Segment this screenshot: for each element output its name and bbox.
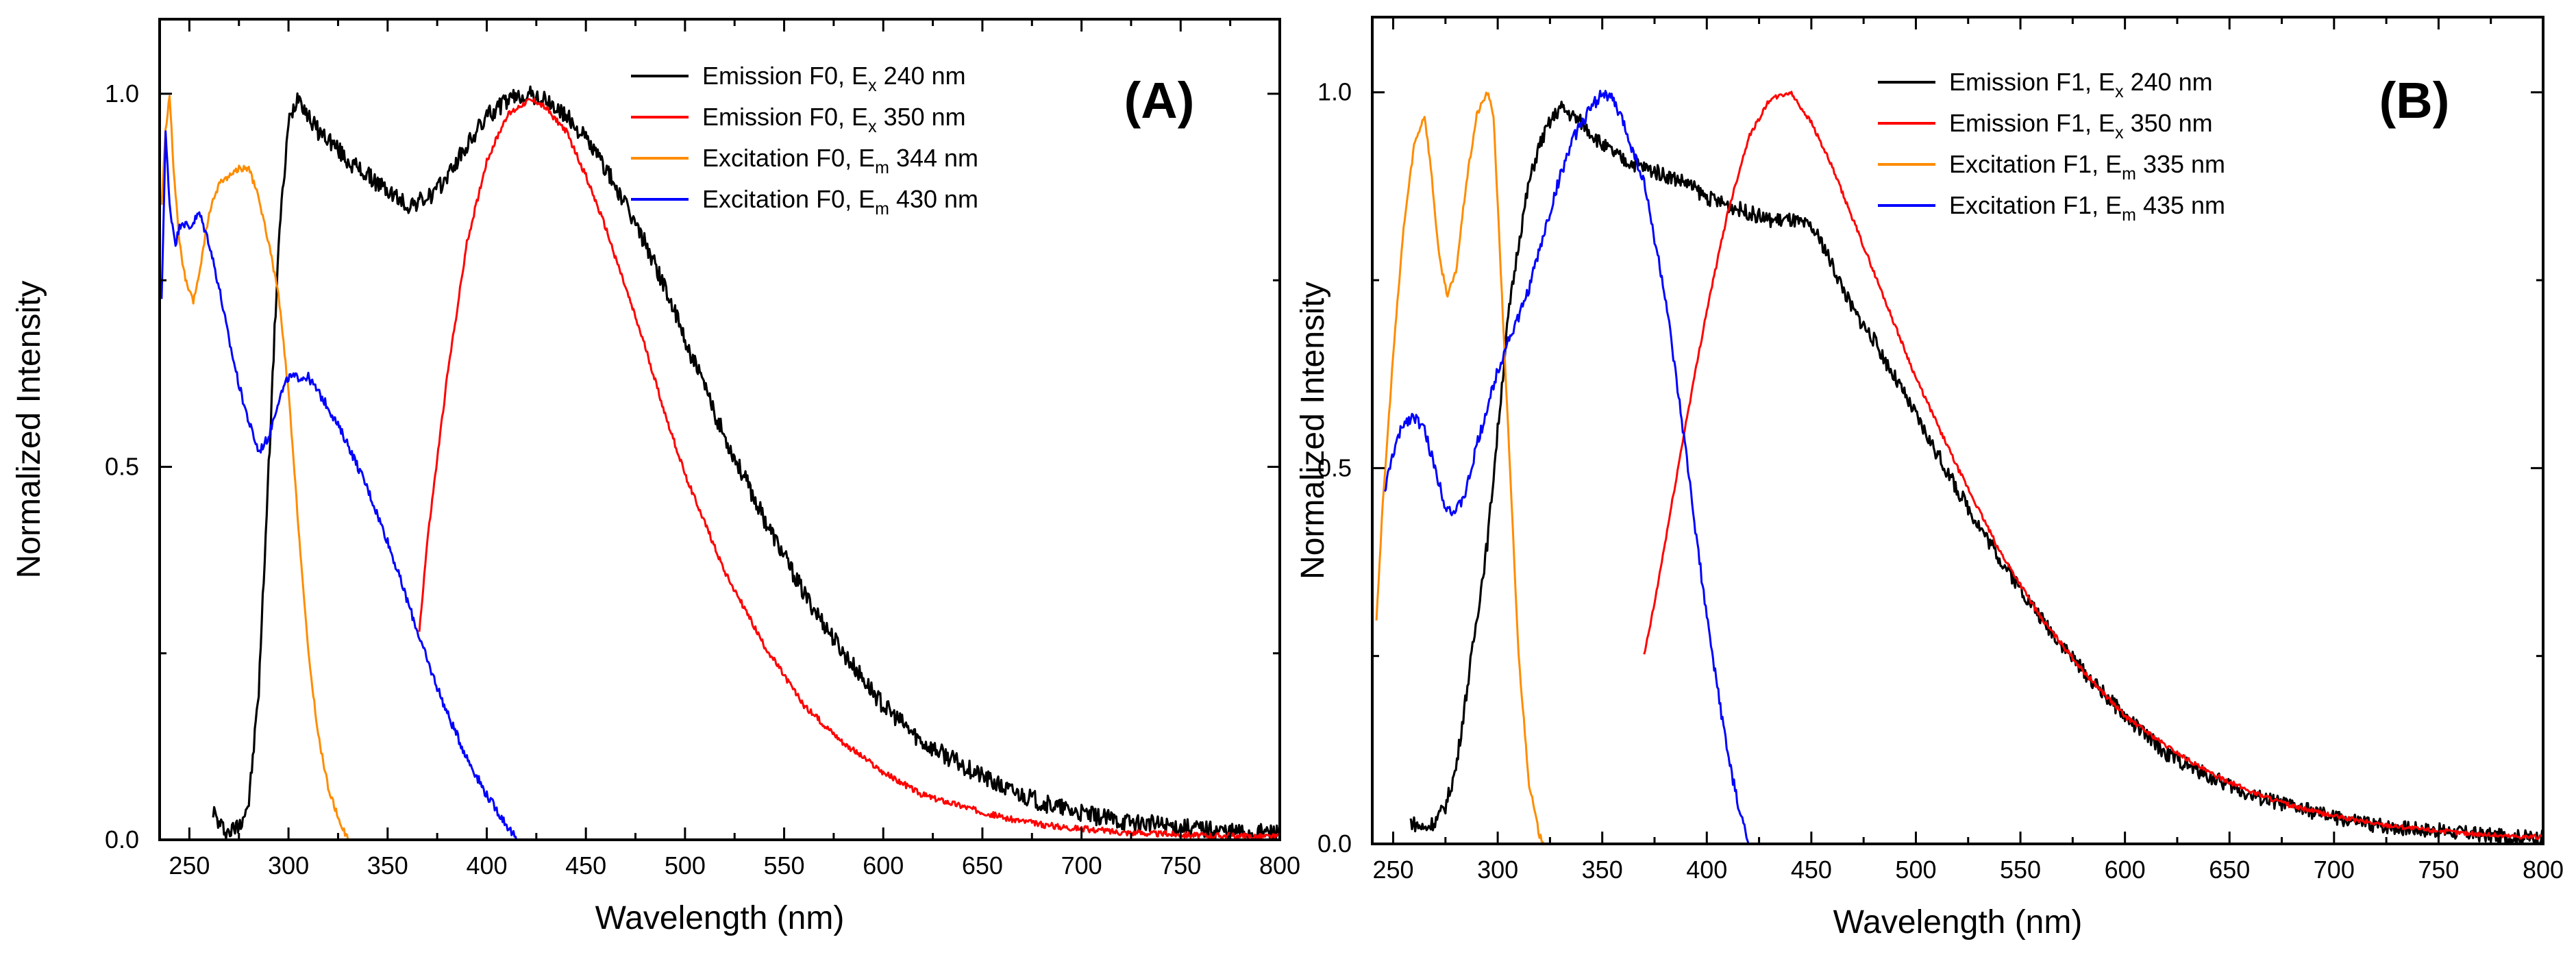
legend-label-main: Emission F1, E <box>1949 68 2115 96</box>
legend-label: Emission F0, Ex 240 nm <box>702 62 966 95</box>
x-tick-label: 550 <box>2000 856 2041 884</box>
legend-label-rest: 335 nm <box>2136 150 2225 178</box>
legend-label-rest: 240 nm <box>877 62 966 90</box>
x-axis-title: Wavelength (nm) <box>595 900 845 936</box>
legend-label-rest: 344 nm <box>889 144 978 172</box>
x-tick-label: 300 <box>268 851 309 880</box>
x-tick-label: 450 <box>1791 856 1832 884</box>
legend-label: Excitation F0, Em 344 nm <box>702 144 978 177</box>
legend-label: Excitation F0, Em 430 nm <box>702 185 978 219</box>
legend-label-subscript: m <box>875 199 889 219</box>
x-tick-label: 250 <box>1372 856 1413 884</box>
plot-frame <box>1371 16 2544 845</box>
x-tick-label: 650 <box>2209 856 2250 884</box>
x-tick-label: 700 <box>2314 856 2355 884</box>
x-tick-label: 350 <box>367 851 408 880</box>
legend-label-main: Excitation F1, E <box>1949 191 2122 219</box>
series-line-2 <box>418 97 1280 840</box>
x-tick-label: 650 <box>962 851 1003 880</box>
legend-label-main: Excitation F0, E <box>702 144 875 172</box>
legend-label-rest: 430 nm <box>889 185 978 213</box>
legend-label-subscript: x <box>868 76 877 95</box>
x-tick-label: 550 <box>764 851 805 880</box>
x-tick-label: 400 <box>1686 856 1727 884</box>
legend-label-subscript: m <box>875 158 889 177</box>
x-tick-label: 750 <box>2418 856 2459 884</box>
y-axis-title: Normalized Intensity <box>11 281 47 579</box>
series-line-3 <box>1375 91 1546 844</box>
legend-label: Emission F0, Ex 350 nm <box>702 103 966 136</box>
legend-label: Excitation F1, Em 435 nm <box>1949 191 2225 225</box>
x-tick-label: 500 <box>1895 856 1936 884</box>
x-tick-label: 300 <box>1477 856 1518 884</box>
legend-label-subscript: m <box>2122 164 2136 184</box>
y-tick-label: 0.5 <box>105 452 139 480</box>
legend-label-rest: 350 nm <box>877 103 966 131</box>
y-tick-label: 1.0 <box>105 79 139 108</box>
series-line-4 <box>1383 90 1750 844</box>
legend-label: Emission F1, Ex 350 nm <box>1949 109 2213 142</box>
series-line-1 <box>1409 100 2543 844</box>
y-tick-label: 1.0 <box>1317 78 1352 106</box>
legend-label-subscript: m <box>2122 205 2136 225</box>
legend-label-main: Emission F0, E <box>702 103 868 131</box>
series-line-3 <box>160 95 349 840</box>
x-tick-label: 750 <box>1160 851 1201 880</box>
legend-label-main: Emission F1, E <box>1949 109 2115 137</box>
x-axis-title: Wavelength (nm) <box>1833 904 2083 940</box>
x-tick-label: 350 <box>1582 856 1623 884</box>
y-tick-label: 0.0 <box>105 825 139 853</box>
legend-label-subscript: x <box>2115 82 2124 101</box>
legend-label-main: Emission F0, E <box>702 62 868 90</box>
legend-label-rest: 350 nm <box>2124 109 2213 137</box>
legend-label-main: Excitation F0, E <box>702 185 875 213</box>
legend-label-main: Excitation F1, E <box>1949 150 2122 178</box>
x-tick-label: 500 <box>665 851 706 880</box>
plot-frame <box>158 18 1281 841</box>
x-tick-label: 400 <box>466 851 507 880</box>
legend-label: Emission F1, Ex 240 nm <box>1949 68 2213 101</box>
x-tick-label: 800 <box>2523 856 2564 884</box>
chart-panel-b: 250 300 350 400 450 500 550 600 650 700 750 800 0.0 0… <box>1295 16 2564 940</box>
y-axis-title: Normalized Intensity <box>1295 282 1331 580</box>
x-tick-label: 250 <box>169 851 210 880</box>
legend-label-rest: 240 nm <box>2124 68 2213 96</box>
x-tick-label: 700 <box>1061 851 1102 880</box>
series-line-4 <box>160 130 518 840</box>
legend-label: Excitation F1, Em 335 nm <box>1949 150 2225 184</box>
x-tick-label: 600 <box>863 851 904 880</box>
chart-panel-a: 250 300 350 400 450 500 550 600 650 700 750 800 0.0 0… <box>11 18 1300 936</box>
legend-label-subscript: x <box>2115 123 2124 142</box>
x-tick-label: 600 <box>2105 856 2146 884</box>
x-tick-label: 800 <box>1259 851 1300 880</box>
legend-label-subscript: x <box>868 117 877 136</box>
y-tick-label: 0.5 <box>1317 453 1352 482</box>
y-tick-label: 0.0 <box>1317 830 1352 858</box>
series-line-2 <box>1643 90 2543 840</box>
panel-label: (B) <box>2379 72 2450 129</box>
series-line-1 <box>212 85 1280 840</box>
panel-label: (A) <box>1124 72 1195 129</box>
x-tick-label: 450 <box>565 851 606 880</box>
legend-label-rest: 435 nm <box>2136 191 2225 219</box>
